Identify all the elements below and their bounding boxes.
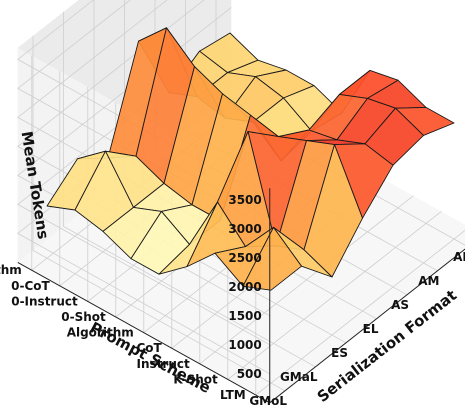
y-tick-label: 0-Instruct [11,294,78,308]
x-tick-label: AS [391,298,409,312]
x-gridline [32,35,286,392]
z-tick-label: 1500 [228,309,261,323]
z-tick-label: 2000 [228,280,261,294]
y-tick-label: 0-CoT [11,279,50,293]
surface-patch [242,226,302,291]
surface-mesh [46,27,455,291]
x-tick-label: AL [453,250,465,264]
y-axis-line [17,261,270,404]
x-tick-label: GMoL [249,394,287,408]
x-tick-label: AM [418,274,439,288]
z-tick-label: 2500 [228,251,261,265]
y-tick-label: 0-Algorithm [0,263,22,277]
x-tick-label: EL [363,322,379,336]
z-tick-label: 500 [237,367,262,381]
z-tick-label: 3500 [228,193,261,207]
tick-labels: 500 1000 1500 2000 2500 3000 3500 0-Algorithm 0-… [0,193,465,408]
z-tick-label: 1000 [228,338,261,352]
x-tick-label: GMaL [280,370,318,384]
y-tick-label: K-Shot [173,372,218,386]
y-tick-label: CoT [137,341,163,355]
x-axis-line [269,248,465,404]
x-gridline [63,11,316,368]
x-tick-label: ES [331,346,348,360]
y-tick-label: 0-Shot [61,310,106,324]
axis-edges [17,188,465,404]
y-tick-label: LTM [220,388,246,402]
y-tick-label: Algorithm [67,326,134,340]
z-tick-label: 3000 [228,222,261,236]
y-tick-label: Instruct [137,357,190,371]
